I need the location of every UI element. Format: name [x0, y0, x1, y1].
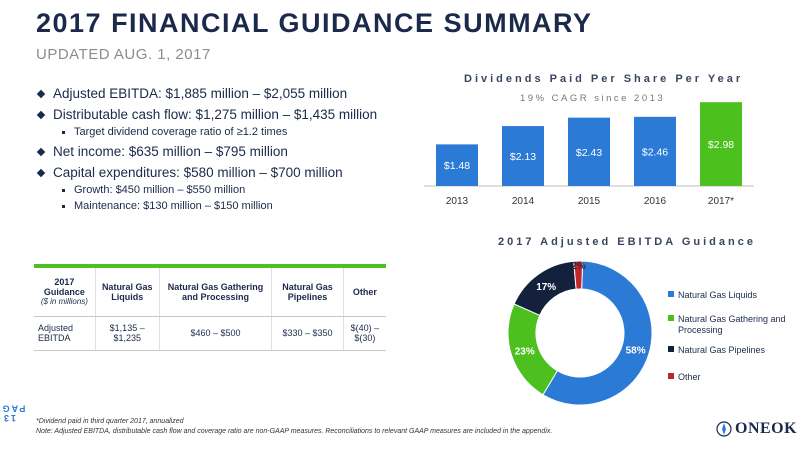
legend-label: Other — [678, 372, 701, 382]
guidance-bullets: Adjusted EBITDA: $1,885 million – $2,055… — [36, 86, 428, 218]
logo-text: ONEOK — [735, 420, 798, 437]
x-tick-label: 2014 — [512, 196, 535, 207]
slice-value-label: 23% — [515, 347, 535, 358]
legend-label: Processing — [678, 325, 723, 335]
legend-swatch — [668, 291, 674, 297]
bar-2013 — [436, 144, 478, 186]
cagr-annotation: 19% CAGR since 2013 — [520, 93, 666, 104]
sub-bullet-text: Target dividend coverage ratio of ≥1.2 t… — [74, 126, 288, 138]
sub-bullet-item: Maintenance: $130 million – $150 million — [38, 200, 428, 212]
bar-2015 — [568, 117, 610, 186]
bullet-item: Adjusted EBITDA: $1,885 million – $2,055… — [36, 86, 428, 101]
bullet-text: Capital expenditures: $580 million – $70… — [53, 165, 343, 180]
oneok-logo-icon — [716, 421, 732, 437]
page-subtitle: UPDATED AUG. 1, 2017 — [36, 46, 211, 63]
table-header-other: Other — [342, 268, 386, 317]
bar-value-label: $2.13 — [510, 151, 536, 163]
bar-value-label: $2.43 — [576, 147, 602, 159]
legend-label: Natural Gas Gathering and — [678, 314, 786, 324]
legend-swatch — [668, 373, 674, 379]
sub-bullet-item: Target dividend coverage ratio of ≥1.2 t… — [38, 126, 428, 138]
slice-other — [573, 260, 584, 290]
dividends-bar-chart: $1.48 2013 $2.13 2014 $2.43 2015 $2.46 2016 $2.9… — [424, 102, 754, 207]
sub-bullet-item: Growth: $450 million – $550 million — [38, 184, 428, 196]
company-logo: ONEOK — [716, 420, 797, 438]
diamond-bullet-icon — [36, 168, 46, 178]
bullet-item: Net income: $635 million – $795 million — [36, 144, 428, 159]
slice-natural-gas-liquids — [542, 260, 653, 406]
square-bullet-icon — [62, 205, 65, 208]
x-tick-label: 2013 — [446, 196, 469, 207]
sub-bullet-text: Maintenance: $130 million – $150 million — [74, 200, 273, 212]
bullet-text: Net income: $635 million – $795 million — [53, 144, 288, 159]
legend-label: Natural Gas Liquids — [678, 290, 758, 300]
diamond-bullet-icon — [36, 147, 46, 157]
table-header-gathering: Natural Gas Gathering and Processing — [158, 268, 272, 317]
table-cell: $1,135 – $1,235 — [94, 316, 160, 351]
page-number: 13 — [1, 412, 17, 423]
table-row: Adjusted EBITDA $1,135 – $1,235 $460 – $… — [34, 316, 386, 351]
bar-2017 — [700, 102, 742, 186]
x-tick-label: 2015 — [578, 196, 601, 207]
square-bullet-icon — [62, 131, 65, 134]
footnote-note: Note: Adjusted EBITDA, distributable cas… — [36, 428, 553, 435]
square-bullet-icon — [62, 189, 65, 192]
footnote-dividend: *Dividend paid in third quarter 2017, an… — [36, 418, 184, 425]
table-cell: $(40) – $(30) — [342, 316, 386, 351]
ebitda-donut-chart: 58% 23% 17% 2% Natural Gas Liquids Natural Ga… — [507, 260, 786, 406]
table-cell: $460 – $500 — [158, 316, 272, 351]
header-main: 2017 Guidance — [43, 277, 85, 298]
legend-swatch — [668, 346, 674, 352]
header-sub: ($ in millions) — [40, 297, 88, 307]
bullet-text: Adjusted EBITDA: $1,885 million – $2,055… — [53, 86, 348, 101]
ebitda-chart-title: 2017 Adjusted EBITDA Guidance — [498, 236, 756, 248]
bar-2016 — [634, 116, 676, 186]
slice-value-label: 58% — [626, 346, 646, 357]
slice-value-label: 2% — [571, 261, 586, 272]
table-top-bar — [34, 264, 386, 268]
x-tick-label: 2017* — [708, 196, 734, 207]
diamond-bullet-icon — [36, 89, 46, 99]
bullet-text: Distributable cash flow: $1,275 million … — [53, 107, 378, 122]
legend-swatch — [668, 315, 674, 321]
guidance-table: 2017 Guidance ($ in millions) Natural Gas… — [34, 264, 386, 351]
page-title: 2017 FINANCIAL GUIDANCE SUMMARY — [36, 8, 593, 38]
bullet-item: Capital expenditures: $580 million – $70… — [36, 165, 428, 180]
page-number-label: PAGE 13 — [0, 395, 25, 445]
table-header-pipelines: Natural Gas Pipelines — [271, 268, 344, 317]
x-tick-label: 2016 — [644, 196, 667, 207]
bar-value-label: $2.46 — [642, 146, 668, 158]
slice-value-label: 17% — [536, 282, 556, 293]
sub-bullet-text: Growth: $450 million – $550 million — [74, 184, 246, 196]
diamond-bullet-icon — [36, 110, 46, 120]
bullet-item: Distributable cash flow: $1,275 million … — [36, 107, 428, 122]
table-cell: $330 – $350 — [271, 316, 344, 351]
legend-label: Natural Gas Pipelines — [678, 345, 766, 355]
table-header-guidance: 2017 Guidance ($ in millions) — [34, 268, 96, 317]
bar-2014 — [502, 126, 544, 186]
bar-value-label: $2.98 — [708, 139, 734, 151]
dividends-chart-title: Dividends Paid Per Share Per Year — [464, 73, 744, 85]
bar-value-label: $1.48 — [444, 160, 470, 172]
table-cell: Adjusted EBITDA — [34, 316, 96, 351]
table-header-ngl: Natural Gas Liquids — [94, 268, 160, 317]
